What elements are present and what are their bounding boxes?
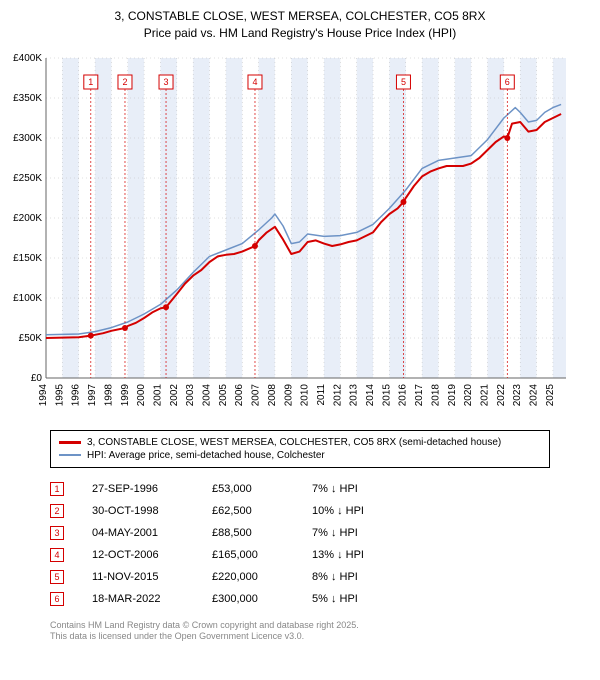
- svg-text:£350K: £350K: [13, 93, 42, 104]
- svg-text:2012: 2012: [332, 383, 343, 406]
- sales-row: 5 11-NOV-2015£220,0008% ↓ HPI: [50, 566, 590, 588]
- svg-text:2015: 2015: [381, 383, 392, 406]
- legend-row-2: HPI: Average price, semi-detached house,…: [59, 450, 541, 461]
- svg-text:4: 4: [252, 77, 257, 87]
- svg-text:2005: 2005: [218, 383, 229, 406]
- sale-date: 30-OCT-1998: [92, 505, 212, 517]
- svg-text:2009: 2009: [283, 383, 294, 406]
- chart: £0 £50K £100K £150K £200K £250K £300K £350K £400…: [10, 50, 590, 420]
- sale-price: £300,000: [212, 593, 312, 605]
- svg-text:£150K: £150K: [13, 253, 42, 264]
- svg-text:£300K: £300K: [13, 133, 42, 144]
- sale-delta: 8% ↓ HPI: [312, 571, 422, 583]
- svg-text:2007: 2007: [251, 383, 262, 406]
- svg-text:£400K: £400K: [13, 53, 42, 64]
- sale-delta: 7% ↓ HPI: [312, 527, 422, 539]
- svg-text:£200K: £200K: [13, 213, 42, 224]
- svg-text:1996: 1996: [71, 383, 82, 406]
- sales-row: 1 27-SEP-1996£53,0007% ↓ HPI: [50, 478, 590, 500]
- svg-text:2003: 2003: [185, 383, 196, 406]
- title-line-2: Price paid vs. HM Land Registry's House …: [10, 25, 590, 42]
- sale-marker: 4: [50, 548, 64, 562]
- svg-text:2016: 2016: [398, 383, 409, 406]
- sale-marker: 5: [50, 570, 64, 584]
- legend-row-1: 3, CONSTABLE CLOSE, WEST MERSEA, COLCHES…: [59, 437, 541, 448]
- svg-text:2006: 2006: [234, 383, 245, 406]
- svg-text:1998: 1998: [103, 383, 114, 406]
- svg-text:2025: 2025: [545, 383, 556, 406]
- sale-price: £88,500: [212, 527, 312, 539]
- svg-text:2004: 2004: [202, 383, 213, 406]
- svg-text:2020: 2020: [463, 383, 474, 406]
- svg-text:2008: 2008: [267, 383, 278, 406]
- sales-row: 2 30-OCT-1998£62,50010% ↓ HPI: [50, 500, 590, 522]
- footer-line-1: Contains HM Land Registry data © Crown c…: [50, 620, 590, 632]
- sale-price: £62,500: [212, 505, 312, 517]
- svg-text:2: 2: [122, 77, 127, 87]
- sale-date: 04-MAY-2001: [92, 527, 212, 539]
- sale-price: £165,000: [212, 549, 312, 561]
- sale-delta: 10% ↓ HPI: [312, 505, 422, 517]
- svg-text:2013: 2013: [349, 383, 360, 406]
- svg-text:5: 5: [401, 77, 406, 87]
- footer: Contains HM Land Registry data © Crown c…: [50, 620, 590, 643]
- svg-text:1999: 1999: [120, 383, 131, 406]
- svg-text:2023: 2023: [512, 383, 523, 406]
- svg-text:£250K: £250K: [13, 173, 42, 184]
- sale-delta: 13% ↓ HPI: [312, 549, 422, 561]
- svg-text:2017: 2017: [414, 383, 425, 406]
- chart-svg: £0 £50K £100K £150K £200K £250K £300K £350K £400…: [10, 50, 570, 415]
- sale-delta: 5% ↓ HPI: [312, 593, 422, 605]
- sale-price: £53,000: [212, 483, 312, 495]
- legend: 3, CONSTABLE CLOSE, WEST MERSEA, COLCHES…: [50, 430, 550, 468]
- svg-text:1997: 1997: [87, 383, 98, 406]
- legend-swatch-1: [59, 441, 81, 444]
- sales-table: 127-SEP-1996£53,0007% ↓ HPI230-OCT-1998£…: [50, 478, 590, 610]
- title-line-1: 3, CONSTABLE CLOSE, WEST MERSEA, COLCHES…: [10, 8, 590, 25]
- svg-text:2019: 2019: [447, 383, 458, 406]
- sale-date: 27-SEP-1996: [92, 483, 212, 495]
- svg-text:2022: 2022: [496, 383, 507, 406]
- chart-title-block: 3, CONSTABLE CLOSE, WEST MERSEA, COLCHES…: [10, 8, 590, 42]
- sale-date: 18-MAR-2022: [92, 593, 212, 605]
- svg-text:2010: 2010: [300, 383, 311, 406]
- sales-row: 3 04-MAY-2001£88,5007% ↓ HPI: [50, 522, 590, 544]
- svg-text:2021: 2021: [480, 383, 491, 406]
- sale-marker: 3: [50, 526, 64, 540]
- svg-text:£50K: £50K: [19, 333, 43, 344]
- legend-swatch-2: [59, 454, 81, 456]
- sale-marker: 1: [50, 482, 64, 496]
- footer-line-2: This data is licensed under the Open Gov…: [50, 631, 590, 643]
- sale-marker: 2: [50, 504, 64, 518]
- legend-label-1: 3, CONSTABLE CLOSE, WEST MERSEA, COLCHES…: [87, 437, 501, 448]
- svg-text:2002: 2002: [169, 383, 180, 406]
- svg-text:2024: 2024: [529, 383, 540, 406]
- legend-label-2: HPI: Average price, semi-detached house,…: [87, 450, 325, 461]
- svg-text:2011: 2011: [316, 383, 327, 405]
- sale-price: £220,000: [212, 571, 312, 583]
- svg-text:2000: 2000: [136, 383, 147, 406]
- svg-text:£100K: £100K: [13, 293, 42, 304]
- sale-delta: 7% ↓ HPI: [312, 483, 422, 495]
- sale-date: 12-OCT-2006: [92, 549, 212, 561]
- svg-text:2001: 2001: [152, 383, 163, 406]
- sales-row: 4 12-OCT-2006£165,00013% ↓ HPI: [50, 544, 590, 566]
- sales-row: 6 18-MAR-2022£300,0005% ↓ HPI: [50, 588, 590, 610]
- sale-date: 11-NOV-2015: [92, 571, 212, 583]
- svg-text:1994: 1994: [38, 383, 49, 406]
- svg-text:6: 6: [505, 77, 510, 87]
- sale-marker: 6: [50, 592, 64, 606]
- svg-text:3: 3: [164, 77, 169, 87]
- svg-text:2018: 2018: [430, 383, 441, 406]
- svg-text:1: 1: [88, 77, 93, 87]
- svg-text:2014: 2014: [365, 383, 376, 406]
- svg-text:1995: 1995: [54, 383, 65, 406]
- page: 3, CONSTABLE CLOSE, WEST MERSEA, COLCHES…: [0, 0, 600, 653]
- svg-text:£0: £0: [31, 373, 43, 384]
